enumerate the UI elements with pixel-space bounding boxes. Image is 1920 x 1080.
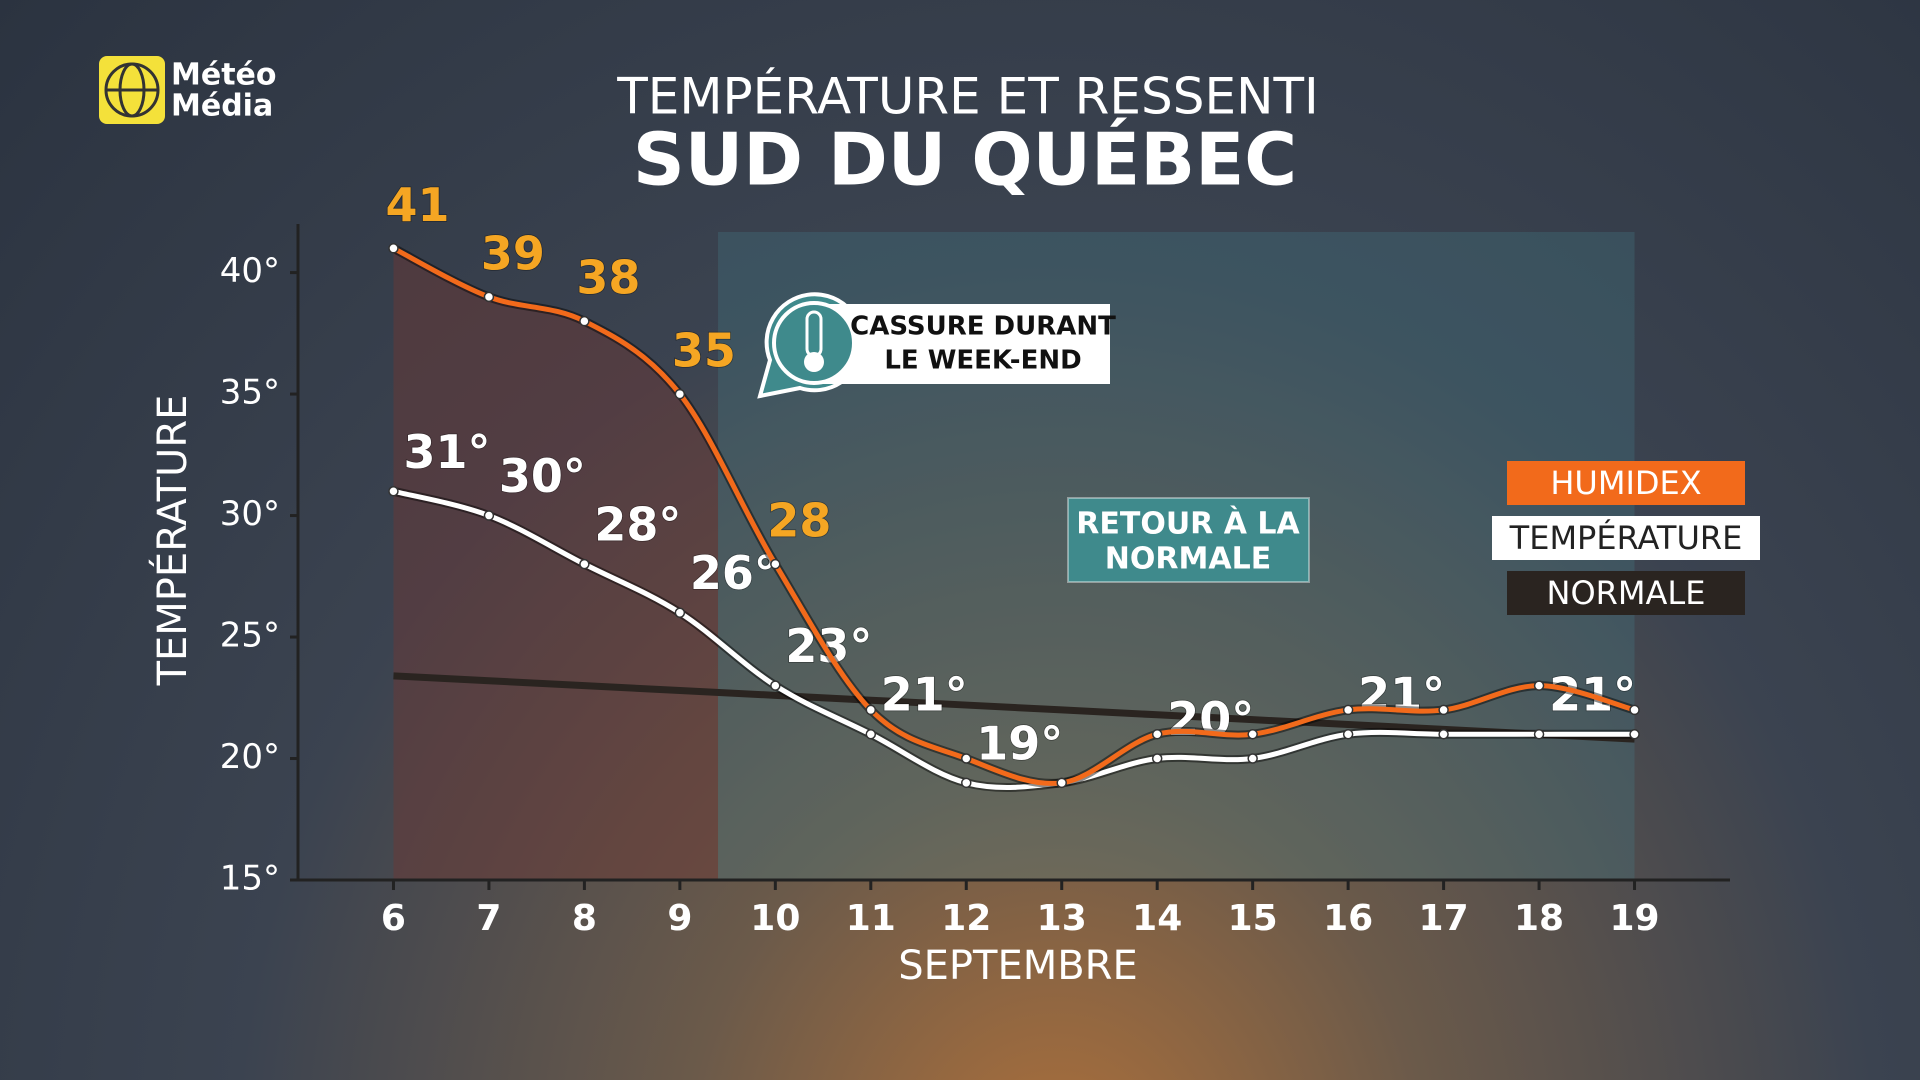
- data-label: 23°: [785, 619, 872, 673]
- legend-label: NORMALE: [1547, 574, 1706, 612]
- series-line: [392, 488, 1635, 790]
- plot-area: 15° 20° 25° 30° 35° 40° 6 7 8 9 10 11 12 13 14 15 16 17 18…: [148, 177, 1760, 989]
- x-tick-label: 9: [667, 898, 692, 939]
- data-point: [674, 607, 686, 618]
- data-point: [1533, 728, 1545, 740]
- zone-shade: [393, 248, 719, 880]
- thermometer-icon: [772, 301, 856, 385]
- y-tick-label: 20°: [220, 737, 280, 777]
- x-tick-label: 16: [1323, 898, 1373, 939]
- y-tick-label: 30°: [220, 494, 280, 534]
- data-point: [961, 777, 972, 789]
- data-point: [865, 728, 877, 740]
- data-point: [388, 243, 399, 254]
- logo-text: Média: [171, 89, 273, 124]
- data-point: [388, 486, 399, 497]
- data-point: [1629, 704, 1640, 716]
- logo: Météo Média: [99, 56, 277, 124]
- y-tick-label: 35°: [220, 373, 280, 413]
- x-tick-label: 13: [1037, 898, 1087, 939]
- data-label: 20°: [1167, 692, 1254, 746]
- data-label: 41: [385, 178, 449, 232]
- data-point: [1151, 753, 1163, 764]
- thermometer-icon: [804, 352, 824, 372]
- data-point: [483, 291, 495, 303]
- y-tick-label: 40°: [220, 251, 280, 291]
- data-point: [1438, 704, 1449, 716]
- data-point: [1438, 728, 1449, 740]
- y-axis-label: TEMPÉRATURE: [148, 395, 196, 687]
- chart-subtitle: SUD DU QUÉBEC: [633, 118, 1297, 202]
- callout-text: LE WEEK-END: [884, 346, 1081, 376]
- callout-box: [820, 304, 1110, 384]
- x-tick-label: 17: [1419, 898, 1469, 939]
- callout-box: [1067, 497, 1310, 583]
- y-tick-label: 15°: [220, 859, 280, 899]
- data-label: 38: [576, 251, 640, 305]
- x-tick-label: 11: [846, 898, 896, 939]
- chart-title: TEMPÉRATURE ET RESSENTI: [616, 67, 1319, 126]
- data-point: [1533, 680, 1545, 691]
- legend-label: HUMIDEX: [1550, 464, 1701, 502]
- logo-text: Météo: [171, 58, 277, 93]
- series-line: [393, 672, 1635, 743]
- data-point: [483, 510, 495, 521]
- data-label: 31°: [403, 425, 490, 479]
- data-point: [1151, 728, 1163, 740]
- legend-swatch: [1507, 571, 1745, 615]
- callout-text: CASSURE DURANT: [850, 312, 1116, 342]
- x-tick-label: 12: [941, 898, 991, 939]
- data-point: [1342, 704, 1354, 716]
- data-point: [579, 315, 590, 327]
- data-point: [1247, 753, 1258, 764]
- data-point: [961, 753, 972, 764]
- callout-text: NORMALE: [1105, 542, 1271, 577]
- data-label: 19°: [976, 716, 1063, 770]
- legend-label: TEMPÉRATURE: [1509, 519, 1743, 557]
- callout-text: RETOUR À LA: [1076, 506, 1300, 542]
- x-tick-label: 7: [476, 898, 501, 939]
- callout: CASSURE DURANT LE WEEK-END: [757, 292, 1116, 399]
- x-tick-label: 14: [1132, 898, 1182, 939]
- data-label: 30°: [499, 449, 586, 503]
- x-axis-label: SEPTEMBRE: [898, 943, 1138, 989]
- data-label: 21°: [1358, 668, 1445, 722]
- x-tick-label: 18: [1514, 898, 1564, 939]
- y-tick-label: 25°: [220, 616, 280, 656]
- x-tick-label: 6: [381, 898, 406, 939]
- data-label: 28: [767, 494, 831, 548]
- legend-swatch: [1507, 461, 1745, 505]
- data-point: [770, 680, 781, 691]
- data-point: [770, 558, 781, 570]
- data-label: 35: [672, 324, 736, 378]
- data-label: 26°: [690, 546, 777, 600]
- data-point: [1629, 728, 1640, 740]
- data-label: 39: [481, 226, 545, 280]
- data-point: [1056, 777, 1067, 789]
- data-point: [865, 704, 877, 716]
- legend-swatch: [1492, 516, 1760, 560]
- x-tick-label: 10: [750, 898, 800, 939]
- x-tick-label: 19: [1609, 898, 1659, 939]
- data-point: [579, 558, 590, 570]
- data-point: [1247, 728, 1258, 740]
- x-tick-label: 8: [572, 898, 597, 939]
- data-point: [674, 388, 686, 400]
- x-tick-label: 15: [1228, 898, 1278, 939]
- data-label: 28°: [594, 498, 681, 552]
- data-label: 21°: [881, 668, 968, 722]
- data-point: [1342, 728, 1354, 740]
